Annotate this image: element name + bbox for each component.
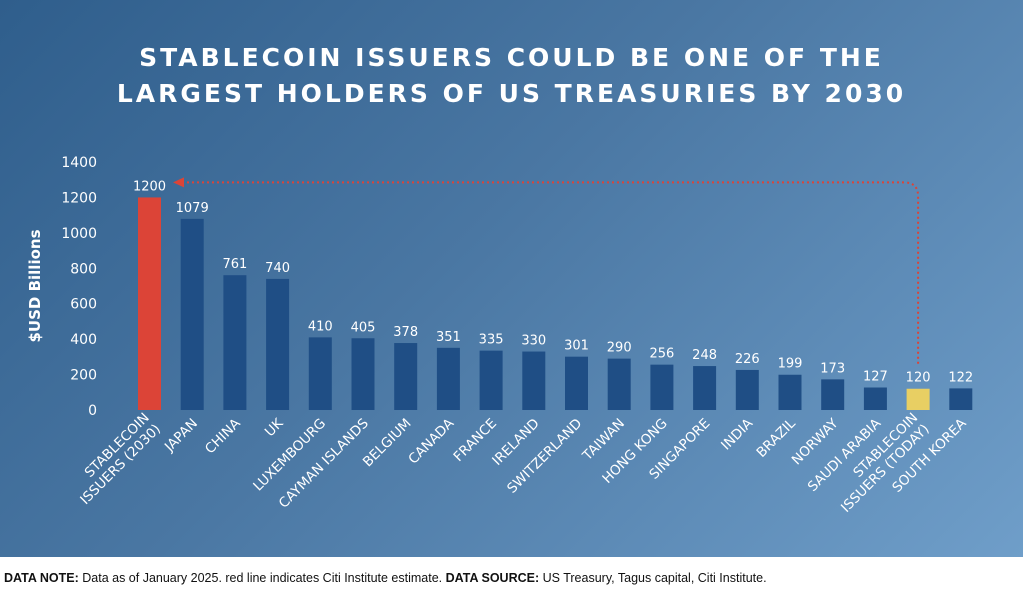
value-labels: 1200 1079 761 740 410 405 378 351 335 330 301 290 25… (133, 179, 973, 385)
data-label: 378 (393, 325, 418, 340)
data-label: 248 (692, 348, 717, 363)
data-label: 256 (649, 347, 674, 362)
y-tick-label: 200 (70, 368, 97, 384)
data-label: 173 (820, 361, 845, 376)
data-label: 301 (564, 339, 589, 354)
bar (735, 369, 759, 410)
y-tick-label: 400 (70, 332, 97, 348)
category-label: CHINA (202, 415, 244, 457)
bar (949, 388, 973, 410)
data-label: 127 (863, 370, 888, 385)
bar (821, 379, 845, 410)
data-label: 1200 (133, 179, 166, 194)
bar (351, 338, 375, 410)
chart-panel (0, 0, 1023, 557)
y-axis-title: $USD Billions (26, 229, 44, 342)
bar-chart: 0 200 400 600 800 1000 1200 1400 $USD Billions 1… (26, 155, 973, 516)
bar (308, 337, 332, 410)
data-label: 122 (948, 370, 973, 385)
bar (693, 366, 717, 410)
data-label: 335 (479, 333, 504, 348)
category-label: STABLECOINISSUERS (2030) (66, 410, 164, 508)
bar (650, 364, 674, 410)
data-label: 740 (265, 261, 290, 276)
category-label: UK (262, 415, 287, 440)
data-label: 1079 (176, 201, 209, 216)
bar (436, 347, 460, 410)
bar (223, 275, 247, 410)
data-label: 410 (308, 319, 333, 334)
data-label: 330 (521, 334, 546, 349)
bar (522, 351, 546, 410)
category-label: INDIA (718, 415, 757, 454)
bar (863, 387, 887, 410)
bar (138, 197, 161, 410)
bars (138, 197, 973, 410)
bar (180, 218, 204, 410)
y-tick-label: 800 (70, 261, 97, 277)
data-note-label: DATA NOTE: (4, 571, 79, 585)
chart-title-line-2: LARGEST HOLDERS OF US TREASURIES BY 2030 (116, 79, 907, 108)
y-tick-label: 0 (88, 403, 97, 419)
x-axis-labels: STABLECOINISSUERS (2030)JAPAN CHINA UKLUXE… (66, 410, 970, 516)
category-label: SWITZERLAND (504, 416, 585, 497)
data-note-text: Data as of January 2025. red line indica… (78, 571, 446, 585)
data-label: 405 (351, 320, 376, 335)
bar (565, 356, 588, 410)
bar (479, 350, 503, 410)
estimate-arrow (173, 177, 920, 364)
y-tick-label: 1200 (61, 190, 97, 206)
category-label: CANADA (405, 415, 457, 467)
bar (778, 374, 802, 410)
bar (394, 343, 418, 410)
data-source-label: DATA SOURCE: (445, 571, 540, 585)
arrow-head-icon (173, 177, 184, 188)
y-tick-label: 1000 (61, 226, 97, 242)
data-label: 120 (906, 371, 931, 386)
bar (906, 388, 930, 410)
data-label: 290 (607, 341, 632, 356)
category-label: JAPAN (161, 416, 201, 456)
chart-title-line-1: STABLECOIN ISSUERS COULD BE ONE OF THE (139, 43, 884, 72)
chart-title: STABLECOIN ISSUERS COULD BE ONE OF THE L… (0, 40, 1023, 112)
data-label: 761 (222, 257, 247, 272)
data-source-text: US Treasury, Tagus capital, Citi Institu… (539, 571, 767, 585)
bar (266, 278, 290, 410)
data-label: 199 (778, 357, 803, 372)
bar (607, 358, 631, 410)
data-label: 226 (735, 352, 760, 367)
y-axis: 0 200 400 600 800 1000 1200 1400 $USD Billions (26, 155, 97, 419)
y-tick-label: 1400 (61, 155, 97, 171)
data-note: DATA NOTE: Data as of January 2025. red … (4, 571, 767, 585)
data-label: 351 (436, 330, 461, 345)
arrow-line (181, 181, 920, 364)
y-tick-label: 600 (70, 297, 97, 313)
